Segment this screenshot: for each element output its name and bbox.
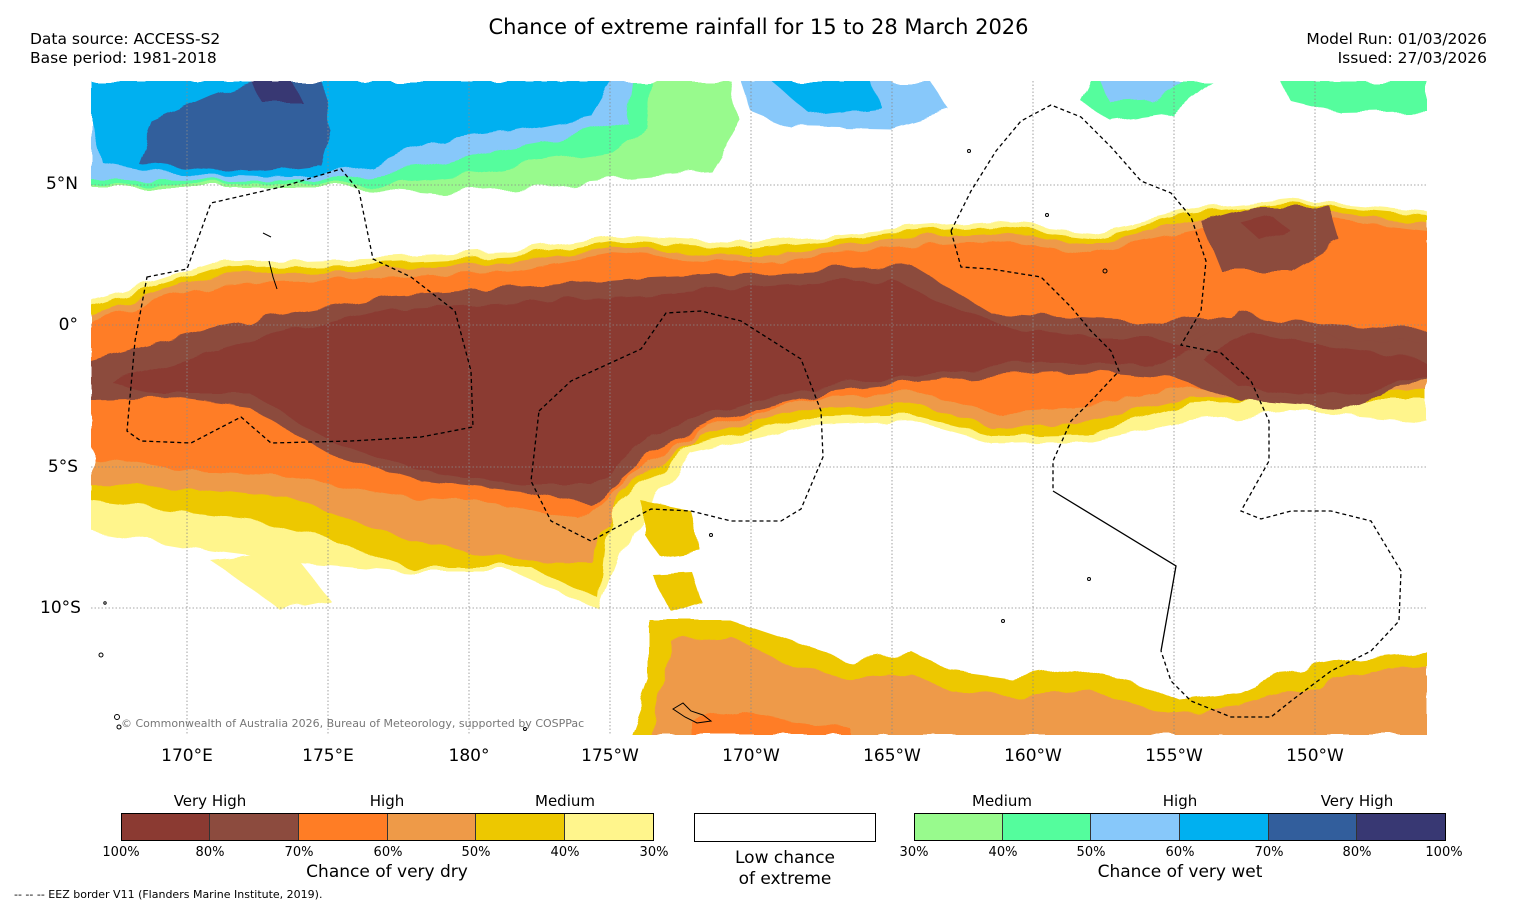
wet-region-80: [251, 81, 301, 101]
wet-tick-70: 70%: [1254, 845, 1284, 860]
dry-region-s-70: [691, 711, 851, 735]
wet-tick-50: 50%: [1076, 845, 1106, 860]
dry-legend-label: Chance of very dry: [306, 862, 468, 882]
header-left: Data source: ACCESS-S2 Base period: 1981…: [30, 30, 220, 68]
lon-label-155w: 155°W: [1145, 746, 1203, 766]
wet-tick-60: 60%: [1165, 845, 1195, 860]
dry-colorbar: [121, 813, 654, 841]
swatch-wet-40: [1003, 813, 1091, 841]
wet-tick-40: 40%: [988, 845, 1018, 860]
dry-tick-40: 40%: [550, 845, 580, 860]
swatch-wet-50: [1091, 813, 1180, 841]
lat-label-10s: 10°S: [40, 598, 81, 618]
swatch-wet-70: [1269, 813, 1357, 841]
lat-label-5s: 5°S: [47, 457, 78, 477]
swatch-dry-60: [388, 813, 476, 841]
wet-tick-80: 80%: [1342, 845, 1372, 860]
swatch-wet-30: [914, 813, 1003, 841]
lon-label-175w: 175°W: [581, 746, 639, 766]
lon-label-175e: 175°E: [302, 746, 354, 766]
lon-label-160w: 160°W: [1004, 746, 1062, 766]
dry-tick-50: 50%: [461, 845, 491, 860]
swatch-wet-80: [1357, 813, 1446, 841]
dry-category-medium: Medium: [535, 792, 595, 810]
swatch-dry-100: [121, 813, 210, 841]
lon-label-165w: 165°W: [863, 746, 921, 766]
dry-region-s-60: [651, 637, 1427, 735]
dry-region-100: [111, 279, 1191, 485]
wet-category-high: High: [1162, 792, 1198, 810]
base-period: Base period: 1981-2018: [30, 49, 217, 67]
header-right: Model Run: 01/03/2026 Issued: 27/03/2026: [1306, 30, 1487, 68]
swatch-dry-40: [565, 813, 654, 841]
lat-label-5n: 5°N: [45, 174, 78, 194]
swatch-wet-60: [1180, 813, 1269, 841]
wet-region-ne-60: [771, 81, 881, 115]
lon-label-150w: 150°W: [1286, 746, 1344, 766]
wet-tick-100: 100%: [1425, 845, 1463, 860]
low-chance-swatch: [694, 813, 876, 842]
dry-tick-80: 80%: [195, 845, 225, 860]
lon-label-170e: 170°E: [161, 746, 213, 766]
chart-title: Chance of extreme rainfall for 15 to 28 …: [488, 15, 1029, 39]
islands: [98, 149, 1108, 731]
dry-region-sw-40: [211, 551, 331, 611]
low-chance-line1: Low chance: [735, 848, 835, 868]
eez-borders: [126, 104, 1402, 718]
dry-tick-70: 70%: [284, 845, 314, 860]
swatch-dry-70: [299, 813, 388, 841]
lon-label-170w: 170°W: [722, 746, 780, 766]
dry-region-ne-100: [1241, 215, 1291, 241]
low-chance-label: Low chance of extreme: [694, 848, 876, 890]
wet-tick-30: 30%: [899, 845, 929, 860]
wet-legend-label: Chance of very wet: [1097, 862, 1263, 882]
dry-region-patch-50: [641, 501, 701, 557]
map-graticule: [91, 81, 1427, 735]
issued-date: Issued: 27/03/2026: [1337, 49, 1487, 67]
eez-solid-border: [1052, 490, 1177, 652]
wet-region-ne3-40: [1281, 81, 1427, 113]
dry-region-e-100: [1201, 331, 1427, 397]
dry-tick-30: 30%: [639, 845, 669, 860]
dry-tick-60: 60%: [373, 845, 403, 860]
swatch-dry-80: [210, 813, 299, 841]
wet-colorbar: [914, 813, 1446, 841]
rainfall-map: © Commonwealth of Australia 2026, Bureau…: [91, 81, 1427, 735]
dry-category-high: High: [369, 792, 405, 810]
rainfall-shading: [91, 81, 1427, 735]
model-run: Model Run: 01/03/2026: [1306, 30, 1487, 48]
wet-region-70: [136, 81, 331, 173]
dry-category-very-high: Very High: [173, 792, 247, 810]
copyright-notice: © Commonwealth of Australia 2026, Bureau…: [121, 717, 584, 730]
lon-label-180: 180°: [448, 746, 490, 766]
low-chance-line2: of extreme: [738, 869, 832, 889]
wet-category-medium: Medium: [972, 792, 1032, 810]
wet-region-ne2-50: [1101, 81, 1181, 103]
dry-region-ne-80: [1201, 207, 1341, 271]
wet-category-very-high: Very High: [1320, 792, 1394, 810]
swatch-dry-50: [476, 813, 565, 841]
dry-region-patch2-50: [651, 571, 701, 611]
eez-footer-note: -- -- -- EEZ border V11 (Flanders Marine…: [14, 888, 323, 901]
dry-tick-100: 100%: [102, 845, 140, 860]
lat-label-0: 0°: [58, 315, 78, 335]
data-source: Data source: ACCESS-S2: [30, 30, 221, 48]
